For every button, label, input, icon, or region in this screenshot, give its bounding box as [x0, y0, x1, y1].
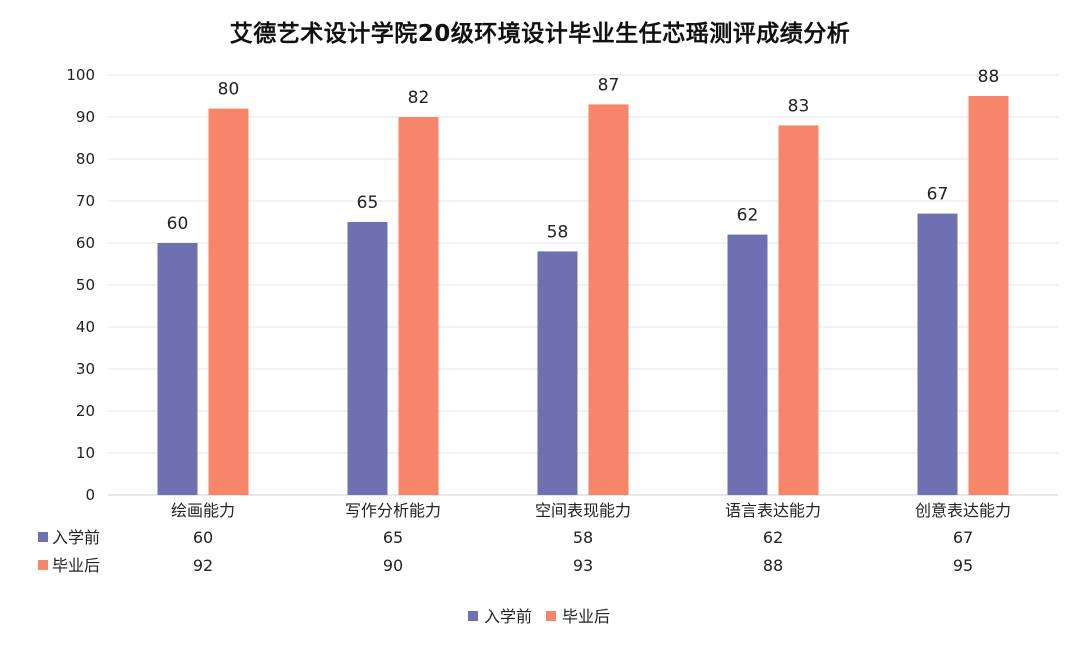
- legend: 入学前 毕业后: [468, 607, 610, 626]
- y-tick-label: 60: [76, 234, 95, 252]
- bar-before: [917, 213, 958, 495]
- table-cell: 90: [383, 556, 403, 575]
- table-cell: 62: [763, 528, 783, 547]
- table-cell: 88: [763, 556, 783, 575]
- bar-after: [208, 108, 249, 495]
- category-label: 语言表达能力: [725, 501, 821, 520]
- bar-after: [968, 96, 1009, 495]
- table-cell: 92: [193, 556, 213, 575]
- bar-before: [157, 243, 198, 495]
- table-cell: 58: [573, 528, 593, 547]
- table-cell: 65: [383, 528, 403, 547]
- category-labels: 绘画能力 写作分析能力 空间表现能力 语言表达能力 创意表达能力: [171, 501, 1011, 520]
- bar-data-label: 62: [737, 206, 759, 226]
- table-series-swatch: [38, 532, 48, 542]
- bar-data-label: 82: [408, 88, 430, 108]
- y-axis-ticks: 0 10 20 30 40 50 60 70 80 90 100: [66, 66, 95, 504]
- y-tick-label: 10: [76, 444, 95, 462]
- category-label: 空间表现能力: [535, 501, 631, 520]
- legend-swatch: [546, 611, 556, 621]
- y-tick-label: 0: [85, 486, 95, 504]
- bar-data-label: 83: [788, 96, 810, 116]
- legend-swatch: [468, 611, 478, 621]
- y-tick-label: 80: [76, 150, 95, 168]
- table-series-name: 毕业后: [52, 556, 100, 575]
- bar-data-label: 67: [927, 185, 949, 205]
- y-tick-label: 90: [76, 108, 95, 126]
- bar-data-label: 58: [547, 222, 569, 242]
- table-series-swatch: [38, 560, 48, 570]
- bar-data-label: 87: [598, 75, 620, 95]
- bar-after: [588, 104, 629, 496]
- bar-after: [398, 117, 439, 495]
- legend-label: 毕业后: [562, 607, 610, 626]
- bar-data-label: 80: [218, 80, 240, 100]
- category-label: 创意表达能力: [915, 501, 1011, 520]
- category-label: 写作分析能力: [345, 501, 441, 520]
- y-tick-label: 30: [76, 360, 95, 378]
- table-cell: 67: [953, 528, 973, 547]
- y-tick-label: 40: [76, 318, 95, 336]
- grid-lines: [108, 74, 1058, 496]
- table-cell: 60: [193, 528, 213, 547]
- bar-data-label: 65: [357, 193, 379, 213]
- y-tick-label: 20: [76, 402, 95, 420]
- bar-data-label: 60: [167, 214, 189, 234]
- bar-before: [537, 251, 578, 495]
- y-tick-label: 70: [76, 192, 95, 210]
- table-series-name: 入学前: [52, 528, 100, 547]
- table-cell: 95: [953, 556, 973, 575]
- y-tick-label: 50: [76, 276, 95, 294]
- category-label: 绘画能力: [171, 501, 235, 520]
- table-cell: 93: [573, 556, 593, 575]
- data-table: 入学前 60 65 58 62 67 毕业后 92 90 93 88 95: [38, 528, 973, 575]
- bar-data-labels: 60 80 65 82 58 87 62 83 67 88: [167, 67, 1000, 242]
- bar-before: [347, 222, 388, 495]
- bar-before: [727, 234, 768, 495]
- y-tick-label: 100: [66, 66, 95, 84]
- bar-after: [778, 125, 819, 496]
- legend-label: 入学前: [484, 607, 532, 626]
- bar-data-label: 88: [978, 67, 1000, 87]
- chart-title: 艾德艺术设计学院20级环境设计毕业生任芯瑶测评成绩分析: [229, 21, 851, 47]
- bars: [157, 96, 1009, 496]
